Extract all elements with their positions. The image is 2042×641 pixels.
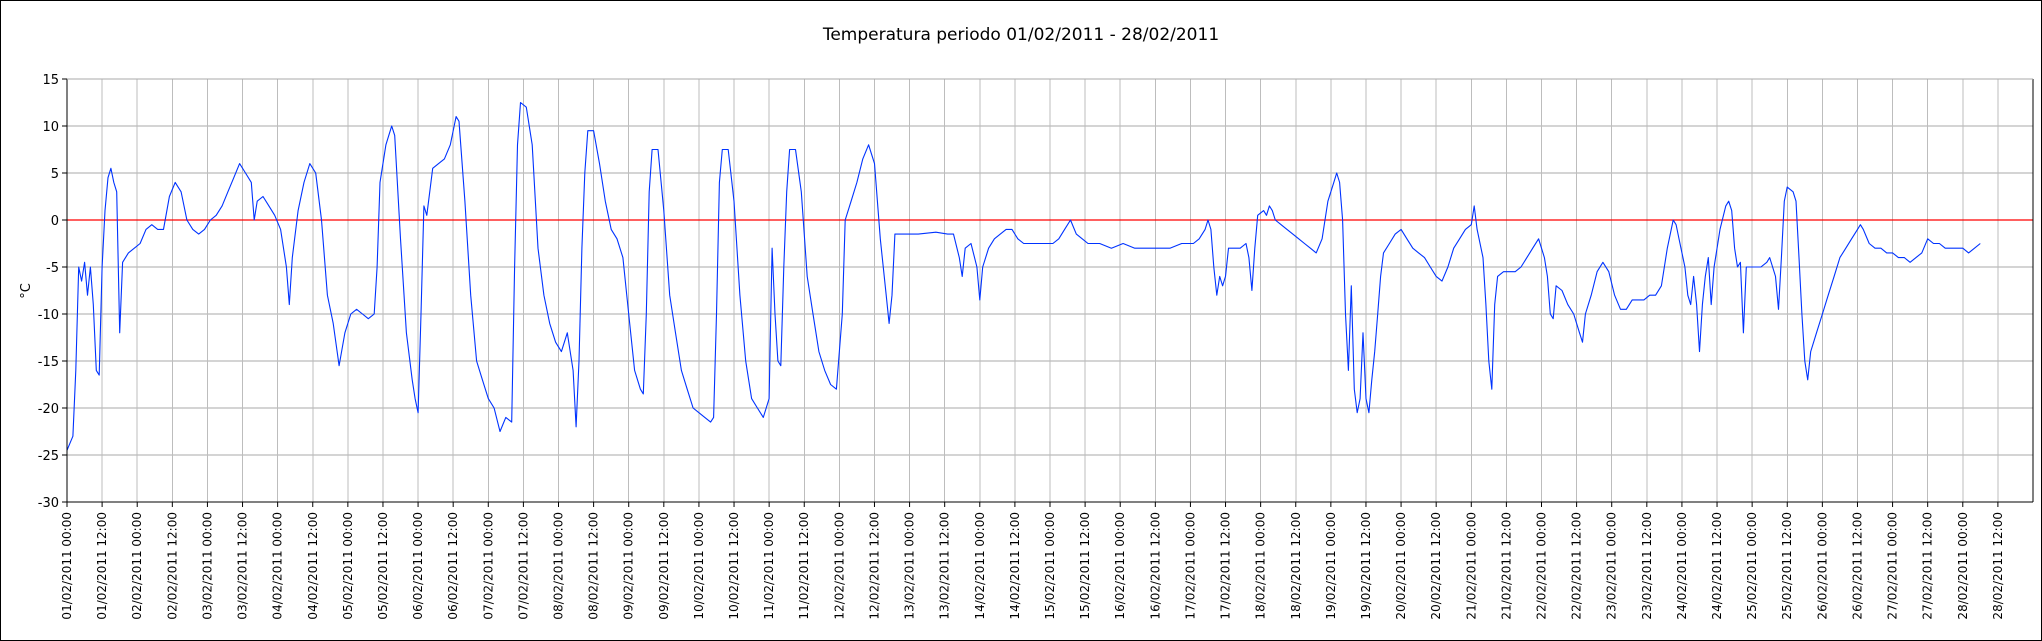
x-tick-label: 21/02/2011 00:00 (1464, 512, 1478, 620)
x-tick-label: 15/02/2011 12:00 (1078, 512, 1092, 620)
x-tick-label: 01/02/2011 00:00 (60, 512, 74, 620)
x-tick-label: 25/02/2011 00:00 (1745, 512, 1759, 620)
y-axis-label: °C (19, 283, 34, 299)
x-tick-label: 06/02/2011 00:00 (411, 512, 425, 620)
x-tick-label: 23/02/2011 00:00 (1605, 512, 1619, 620)
x-tick-label: 27/02/2011 00:00 (1886, 512, 1900, 620)
x-tick-label: 13/02/2011 00:00 (903, 512, 917, 620)
x-tick-label: 19/02/2011 12:00 (1359, 512, 1373, 620)
x-tick-label: 07/02/2011 12:00 (516, 512, 530, 620)
x-tick-label: 20/02/2011 00:00 (1394, 512, 1408, 620)
x-tick-label: 13/02/2011 12:00 (938, 512, 952, 620)
x-tick-label: 21/02/2011 12:00 (1499, 512, 1513, 620)
x-tick-label: 10/02/2011 12:00 (727, 512, 741, 620)
y-tick-labels: 15 10 5 0 -5 -10 -15 -20 -25 -30 (38, 73, 67, 511)
x-tick-label: 03/02/2011 12:00 (236, 512, 250, 620)
x-tick-label: 27/02/2011 12:00 (1921, 512, 1935, 620)
x-tick-label: 03/02/2011 00:00 (200, 512, 214, 620)
x-tick-label: 05/02/2011 12:00 (376, 512, 390, 620)
x-tick-label: 04/02/2011 00:00 (271, 512, 285, 620)
x-tick-label: 09/02/2011 00:00 (622, 512, 636, 620)
x-tick-label: 18/02/2011 00:00 (1254, 512, 1268, 620)
x-tick-label: 02/02/2011 00:00 (130, 512, 144, 620)
series-group (66, 101, 1981, 451)
x-tick-label: 01/02/2011 12:00 (95, 512, 109, 620)
x-tick-label: 24/02/2011 00:00 (1675, 512, 1689, 620)
x-tick-labels: 01/02/2011 00:00 01/02/2011 12:00 02/02/20… (60, 502, 2005, 620)
y-tick-label: 15 (42, 73, 59, 88)
y-tick-label: -5 (46, 261, 59, 276)
x-tick-label: 11/02/2011 00:00 (762, 512, 776, 620)
x-tick-label: 14/02/2011 00:00 (973, 512, 987, 620)
x-tick-label: 22/02/2011 12:00 (1570, 512, 1584, 620)
x-tick-label: 14/02/2011 12:00 (1008, 512, 1022, 620)
y-tick-label: 5 (51, 167, 59, 182)
x-tick-label: 11/02/2011 12:00 (797, 512, 811, 620)
x-tick-label: 23/02/2011 12:00 (1640, 512, 1654, 620)
x-tick-label: 09/02/2011 12:00 (657, 512, 671, 620)
x-tick-label: 22/02/2011 00:00 (1535, 512, 1549, 620)
x-tick-label: 05/02/2011 00:00 (341, 512, 355, 620)
temperature-series-line (66, 101, 1981, 451)
x-tick-label: 17/02/2011 00:00 (1183, 512, 1197, 620)
y-tick-label: 0 (51, 214, 59, 229)
chart-title: Temperatura periodo 01/02/2011 - 28/02/2… (822, 25, 1219, 45)
x-tick-label: 26/02/2011 12:00 (1851, 512, 1865, 620)
x-tick-label: 15/02/2011 00:00 (1043, 512, 1057, 620)
x-tick-label: 19/02/2011 00:00 (1324, 512, 1338, 620)
x-tick-label: 28/02/2011 12:00 (1991, 512, 2005, 620)
x-tick-label: 08/02/2011 12:00 (587, 512, 601, 620)
x-tick-label: 26/02/2011 00:00 (1815, 512, 1829, 620)
x-tick-label: 08/02/2011 00:00 (552, 512, 566, 620)
x-tick-label: 12/02/2011 12:00 (868, 512, 882, 620)
x-tick-label: 28/02/2011 00:00 (1956, 512, 1970, 620)
y-tick-label: -25 (38, 449, 59, 464)
y-tick-label: 10 (42, 120, 59, 135)
x-tick-label: 04/02/2011 12:00 (306, 512, 320, 620)
x-tick-label: 25/02/2011 12:00 (1780, 512, 1794, 620)
x-tick-label: 06/02/2011 12:00 (446, 512, 460, 620)
y-tick-label: -10 (38, 308, 59, 323)
x-tick-label: 07/02/2011 00:00 (481, 512, 495, 620)
x-tick-label: 18/02/2011 12:00 (1289, 512, 1303, 620)
x-tick-label: 10/02/2011 00:00 (692, 512, 706, 620)
x-tick-label: 20/02/2011 12:00 (1429, 512, 1443, 620)
x-tick-label: 24/02/2011 12:00 (1710, 512, 1724, 620)
x-tick-label: 02/02/2011 12:00 (165, 512, 179, 620)
y-tick-label: -30 (38, 496, 59, 511)
x-tick-label: 16/02/2011 12:00 (1148, 512, 1162, 620)
y-tick-label: -15 (38, 355, 59, 370)
y-tick-label: -20 (38, 402, 59, 417)
x-tick-label: 12/02/2011 00:00 (832, 512, 846, 620)
x-tick-label: 16/02/2011 00:00 (1113, 512, 1127, 620)
x-tick-label: 17/02/2011 12:00 (1219, 512, 1233, 620)
